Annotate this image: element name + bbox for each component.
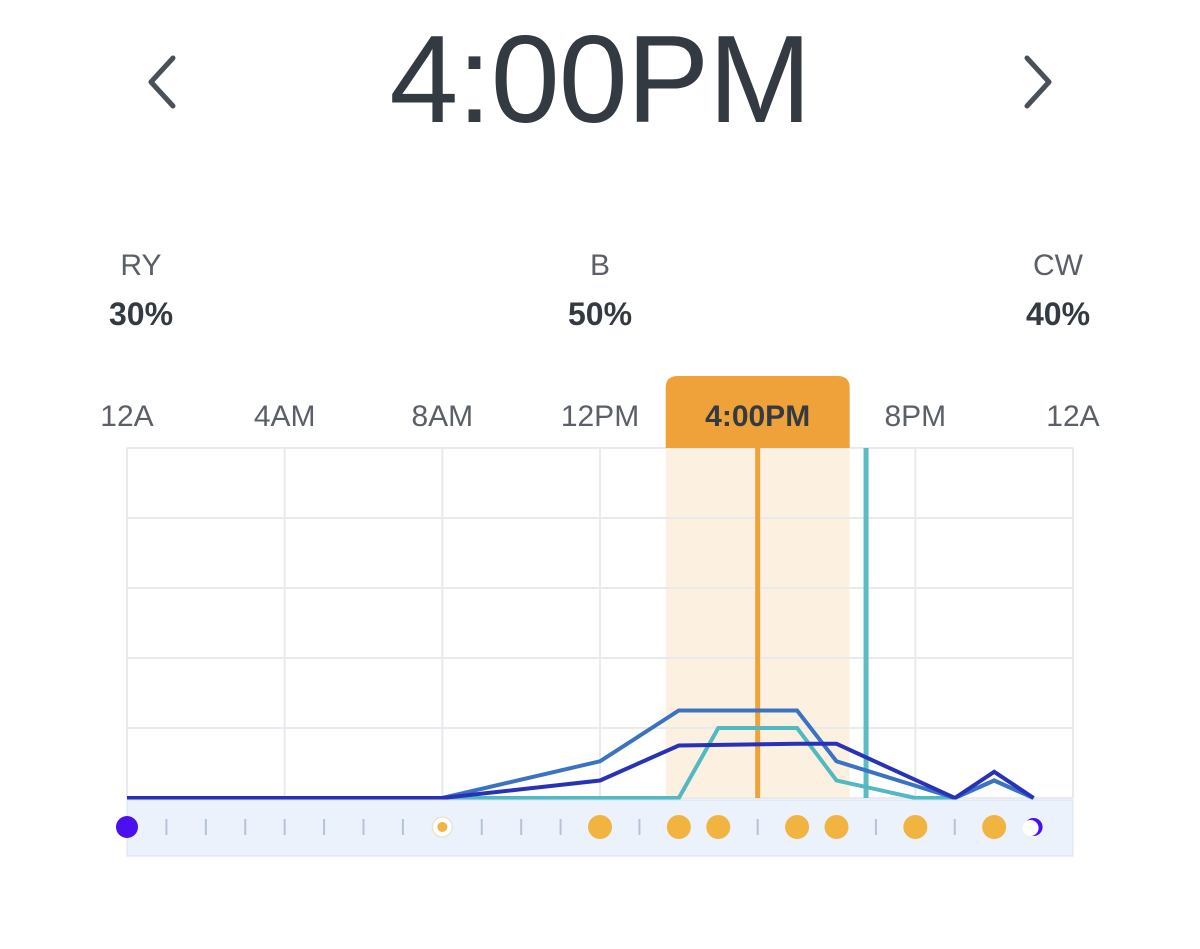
series-line-ry bbox=[127, 741, 1035, 801]
x-tick-label: 12PM bbox=[561, 400, 639, 433]
channel-b: B 50% bbox=[500, 248, 700, 332]
next-time-button[interactable] bbox=[1002, 42, 1072, 122]
current-time: 4:00PM bbox=[389, 11, 811, 149]
sunrise-marker-core bbox=[437, 822, 448, 832]
schedule-point-marker[interactable] bbox=[982, 815, 1007, 839]
series-line-b bbox=[127, 708, 1035, 801]
night-marker[interactable] bbox=[116, 816, 138, 838]
series-line-cw bbox=[127, 726, 1035, 800]
schedule-point-marker[interactable] bbox=[588, 815, 612, 839]
schedule-point-marker[interactable] bbox=[706, 815, 731, 839]
x-tick-label: 12A bbox=[100, 400, 153, 433]
channel-label: CW bbox=[1033, 249, 1083, 282]
previous-time-button[interactable] bbox=[128, 42, 198, 122]
schedule-point-marker[interactable] bbox=[903, 815, 928, 839]
x-tick-label: 8PM bbox=[884, 400, 946, 433]
channel-ry: RY 30% bbox=[41, 248, 241, 332]
channel-value: 40% bbox=[1025, 296, 1091, 332]
channel-value: 50% bbox=[567, 296, 633, 332]
schedule-chart[interactable]: 12A 4AM 8AM 12PM 4:00PM 8PM 12A bbox=[0, 360, 1200, 880]
time-navigator: 4:00PM bbox=[0, 0, 1200, 170]
channel-label: B bbox=[589, 249, 610, 282]
selected-time-tab[interactable]: 4:00PM bbox=[665, 376, 850, 448]
x-tick-label: 4AM bbox=[254, 400, 316, 433]
x-tick-label: 8AM bbox=[411, 400, 473, 433]
chevron-left-icon bbox=[148, 55, 176, 109]
selected-time-label: 4:00PM bbox=[705, 400, 810, 433]
moon-marker-mask bbox=[1022, 820, 1039, 836]
channel-label: RY bbox=[120, 249, 162, 282]
channel-value: 30% bbox=[108, 296, 174, 332]
x-tick-label: 12A bbox=[1046, 400, 1099, 433]
schedule-point-marker[interactable] bbox=[785, 815, 810, 839]
schedule-point-marker[interactable] bbox=[666, 815, 691, 839]
chevron-right-icon bbox=[1024, 55, 1052, 109]
channel-cw: CW 40% bbox=[958, 248, 1158, 332]
selected-time-tab-background bbox=[665, 376, 850, 448]
schedule-point-marker[interactable] bbox=[824, 815, 849, 839]
